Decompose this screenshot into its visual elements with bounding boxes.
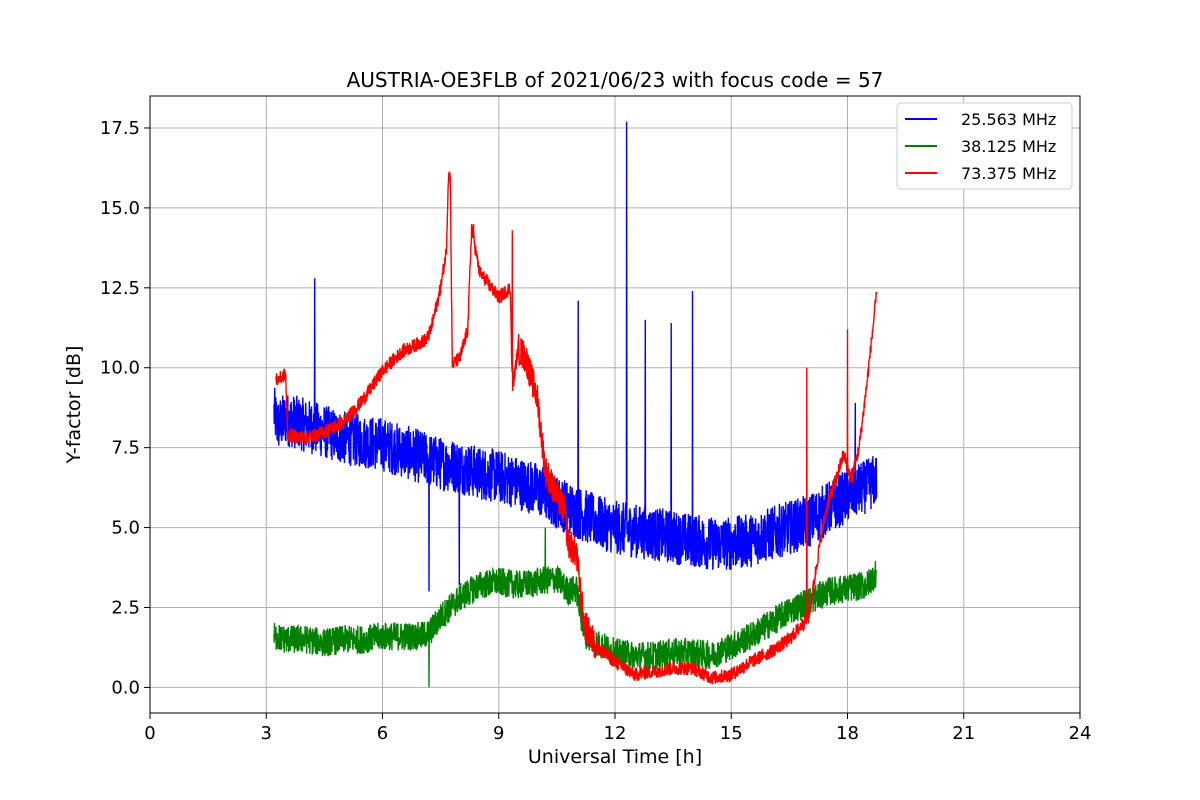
series-line-2 bbox=[273, 527, 878, 688]
y-tick-label: 0.0 bbox=[111, 677, 140, 698]
y-tick-label: 17.5 bbox=[100, 118, 140, 139]
series-line-3 bbox=[275, 171, 878, 685]
x-axis-label: Universal Time [h] bbox=[528, 746, 702, 768]
y-axis-label: Y-factor [dB] bbox=[63, 346, 85, 465]
y-tick-label: 10.0 bbox=[100, 358, 140, 379]
legend-label-1: 25.563 MHz bbox=[961, 110, 1056, 129]
x-tick-label: 12 bbox=[604, 723, 627, 744]
series-layer bbox=[273, 121, 878, 688]
y-tick-label: 12.5 bbox=[100, 278, 140, 299]
x-tick-label: 18 bbox=[836, 723, 859, 744]
series-line-1 bbox=[273, 121, 878, 592]
y-tick-label: 2.5 bbox=[111, 598, 140, 619]
legend: 25.563 MHz 38.125 MHz 73.375 MHz bbox=[896, 102, 1073, 190]
x-tick-label: 15 bbox=[720, 723, 743, 744]
x-tick-label: 3 bbox=[261, 723, 272, 744]
x-tick-label: 0 bbox=[144, 723, 155, 744]
legend-label-2: 38.125 MHz bbox=[961, 137, 1056, 156]
y-tick-label: 15.0 bbox=[100, 198, 140, 219]
y-tick-label: 7.5 bbox=[111, 438, 140, 459]
legend-label-3: 73.375 MHz bbox=[961, 164, 1056, 183]
x-tick-label: 21 bbox=[952, 723, 975, 744]
ticks: 0 3 6 9 12 15 18 21 24 0.0 2.5 5.0 7.5 10.0 12.5 15.0 17… bbox=[100, 118, 1092, 744]
y-tick-label: 5.0 bbox=[111, 518, 140, 539]
x-tick-label: 6 bbox=[377, 723, 388, 744]
x-tick-label: 24 bbox=[1069, 723, 1092, 744]
chart-title: AUSTRIA-OE3FLB of 2021/06/23 with focus … bbox=[347, 68, 884, 92]
x-tick-label: 9 bbox=[493, 723, 504, 744]
legend-box bbox=[896, 102, 1073, 190]
